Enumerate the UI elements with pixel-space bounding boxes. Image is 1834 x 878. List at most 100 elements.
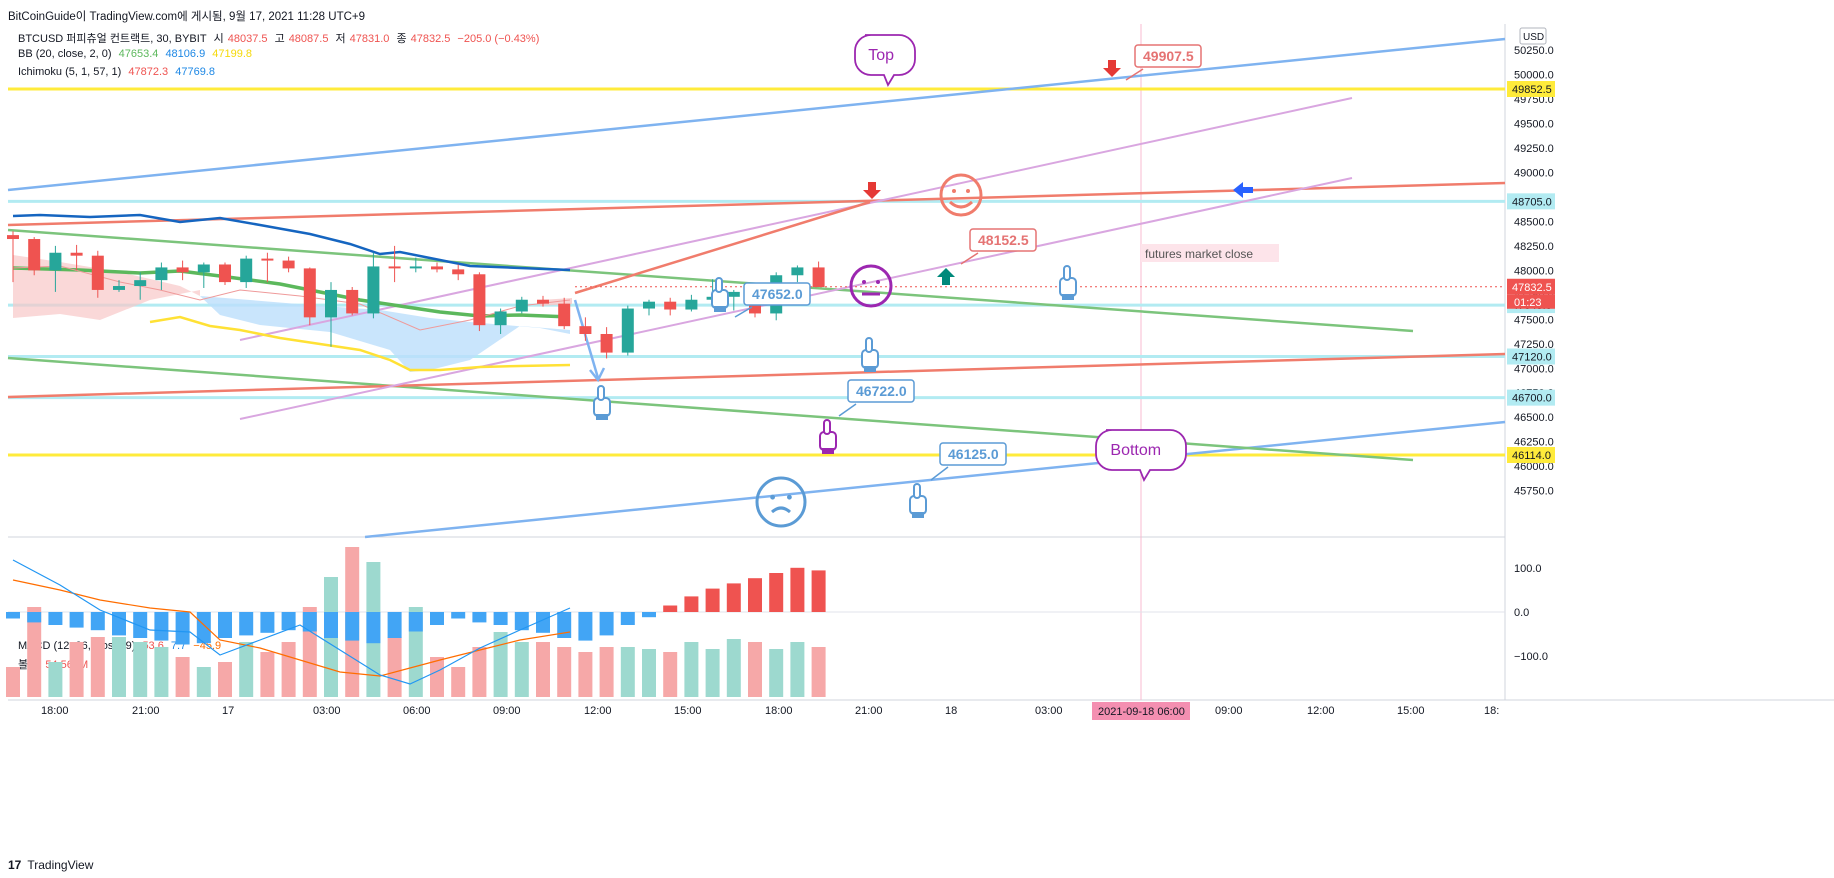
price-tick-label: 49000.0: [1514, 167, 1554, 179]
close-label: 종: [396, 33, 407, 45]
volume-bar: [69, 642, 84, 697]
volume-bar: [175, 657, 190, 697]
trend-line: [7, 37, 1506, 192]
futures-label-bg: [1141, 244, 1279, 262]
smiley-face-icon-eye: [952, 189, 956, 193]
bollinger-lower-band: [149, 315, 571, 372]
candle-body: [388, 266, 401, 269]
smiley-face-icon: [939, 173, 983, 217]
tradingview-brand: TradingView: [27, 858, 94, 872]
macd-signal-line: [12, 579, 571, 677]
macd-histogram-bar: [557, 612, 572, 638]
wink-face-icon: [755, 476, 807, 528]
time-cursor-tag: [1092, 702, 1190, 720]
high-label: 고: [274, 33, 285, 45]
candle-body: [346, 289, 359, 314]
volume-bar: [260, 652, 275, 697]
candle-body: [452, 269, 465, 275]
candle-body: [409, 266, 422, 269]
time-tick-label: 03:00: [313, 705, 341, 717]
hand-pointer-icon-finger: [913, 483, 921, 499]
volume-bar: [154, 647, 169, 697]
bb-title[interactable]: BB (20, close, 2, 0): [18, 48, 112, 60]
neutral-face-icon-eye: [876, 280, 880, 284]
callout-46125-box: [939, 442, 1007, 466]
volume-bar: [599, 647, 614, 697]
price-tick-label: 46500.0: [1514, 412, 1554, 424]
macd-tick-label: 100.0: [1514, 563, 1542, 575]
macd-histogram-bar: [302, 612, 317, 632]
candle-body: [494, 311, 507, 326]
callout-46722-text: 46722.0: [856, 383, 907, 399]
candle-body: [727, 291, 740, 297]
ichimoku-title[interactable]: Ichimoku (5, 1, 57, 1): [18, 66, 122, 78]
bollinger-upper-band: [12, 213, 571, 272]
macd-histogram-bar: [196, 612, 211, 644]
candle-body: [431, 266, 443, 270]
price-tag: [1507, 81, 1555, 97]
candle-body: [812, 267, 825, 288]
low-label: 저: [335, 33, 346, 45]
volume-bar: [430, 657, 444, 697]
callout-49907-pointer: [1125, 68, 1144, 81]
bb-mid-value: 47653.4: [118, 48, 159, 60]
ichimoku-cloud-bull: [200, 296, 570, 372]
callout-48152-pointer: [960, 252, 979, 265]
macd-histogram-bar: [408, 612, 423, 632]
macd-histogram-bar: [769, 573, 784, 612]
volume-bar: [387, 637, 402, 697]
volume-bar: [578, 652, 593, 697]
price-tick-label: 50000.0: [1514, 70, 1554, 82]
smiley-face-icon-eye: [966, 189, 970, 193]
price-tick-label: 50250.0: [1514, 45, 1554, 57]
volume-bar: [726, 639, 741, 697]
candle-body: [664, 301, 677, 310]
top-label-text: Top: [868, 47, 894, 64]
candle-body: [155, 267, 168, 281]
macd-histogram-bar: [514, 612, 529, 631]
volume-bar: [281, 642, 296, 697]
trend-line: [364, 420, 1506, 539]
macd-histogram-bar: [811, 570, 826, 612]
price-tag-label: 48705.0: [1512, 196, 1552, 208]
currency-box: [1519, 27, 1547, 45]
macd-histogram-bar: [324, 612, 338, 638]
macd-histogram-bar: [281, 612, 296, 631]
hand-pointer-icon-finger: [823, 419, 831, 435]
price-tag-label: 49852.5: [1512, 84, 1552, 96]
time-tick-label: 12:00: [1307, 705, 1335, 717]
ichimoku-value-2: 47769.8: [175, 66, 215, 78]
neutral-face-icon-eye: [862, 280, 866, 284]
symbol-title[interactable]: BTCUSD 퍼피츄얼 컨트랙트, 30, BYBIT: [18, 33, 207, 45]
hand-pointer-icon-finger: [865, 337, 873, 353]
volume-bar: [451, 667, 466, 697]
macd-histogram-bar: [790, 567, 805, 612]
left-arrow-icon: [1233, 182, 1253, 198]
volume-bar: [536, 642, 550, 697]
bb-legend: BB (20, close, 2, 0) 47653.4 48106.9 471…: [18, 48, 256, 60]
macd-histogram-bar: [472, 612, 487, 623]
trend-line: [239, 97, 1353, 341]
trend-line: [574, 200, 871, 295]
hand-pointer-icon-finger: [715, 277, 723, 293]
candle-body: [7, 235, 19, 240]
time-tick-label: 12:00: [584, 705, 612, 717]
candle-body: [685, 299, 698, 310]
volume-bar: [493, 632, 508, 697]
candle-body: [473, 274, 486, 326]
currency-label: USD: [1523, 32, 1544, 43]
hand-pointer-icon-cuff: [714, 306, 726, 312]
wink-face-icon-eye: [770, 494, 775, 500]
open-label: 시: [213, 33, 224, 45]
volume-bar: [48, 662, 63, 697]
candle-body: [282, 260, 295, 269]
trend-line: [7, 356, 1414, 462]
time-tick-label: 17: [222, 705, 234, 717]
macd-histogram-bar: [642, 612, 656, 618]
candle-body: [113, 286, 125, 290]
hand-pointer-icon-finger: [597, 385, 605, 401]
macd-histogram-bar: [387, 612, 402, 638]
chart-canvas[interactable]: 50250.0 50000.0 49750.0 49500.0 49250.0 49000…: [0, 0, 1834, 860]
low-value: 47831.0: [349, 33, 390, 45]
macd-histogram-bar: [260, 612, 275, 633]
